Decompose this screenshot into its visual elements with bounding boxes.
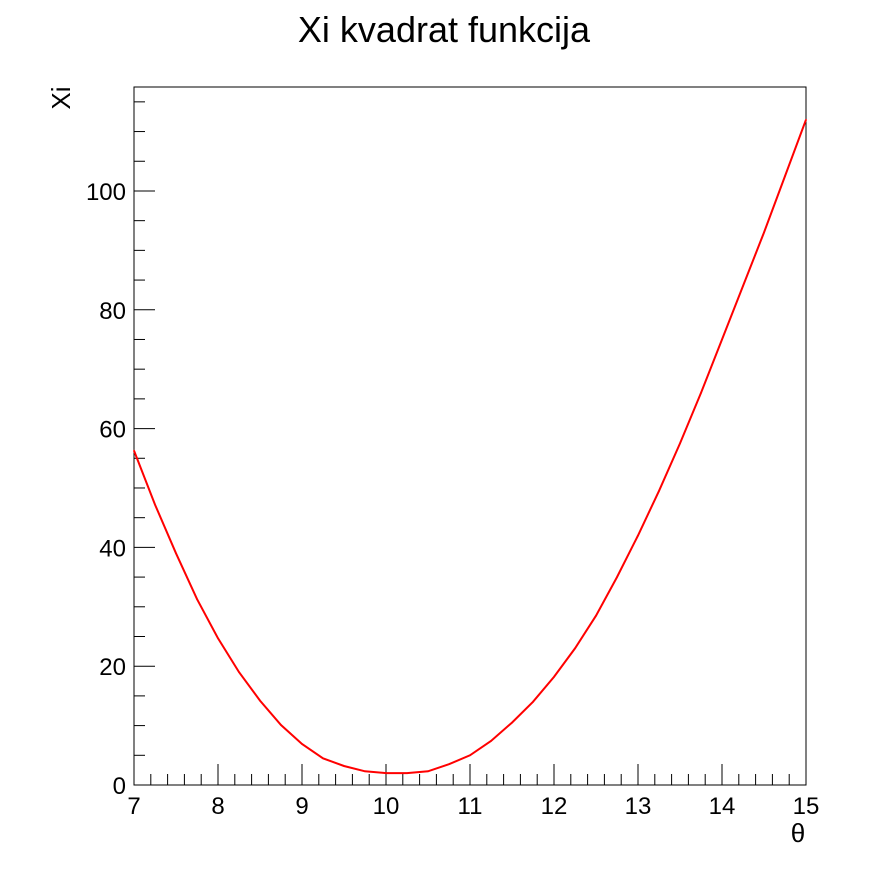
- curve-point: [553, 676, 555, 678]
- x-tick-label: 10: [373, 793, 400, 820]
- curve-point: [511, 721, 513, 724]
- curve-point: [280, 724, 282, 726]
- plot-frame: [133, 86, 807, 786]
- curve-point: [700, 392, 702, 394]
- curve-point: [343, 765, 345, 767]
- curve-point: [469, 754, 471, 757]
- curve-point: [574, 647, 576, 650]
- curve-point: [448, 763, 450, 766]
- x-tick-label: 12: [541, 793, 568, 820]
- x-tick-label: 7: [127, 793, 140, 820]
- x-axis-label: θ: [791, 818, 805, 848]
- y-tick-label: 20: [99, 654, 126, 681]
- y-tick-label: 80: [99, 298, 126, 325]
- curve-point: [721, 338, 723, 341]
- curve-point: [301, 743, 303, 745]
- x-tick-label: 15: [793, 793, 820, 820]
- curve-point: [154, 503, 156, 506]
- curve-point: [658, 490, 660, 492]
- y-tick-label: 100: [86, 179, 126, 206]
- curve-point: [133, 449, 135, 452]
- curve-point: [322, 757, 324, 760]
- y-axis-label: Xi: [46, 86, 76, 109]
- curve-point: [532, 701, 534, 703]
- curve-point: [784, 175, 786, 177]
- curve-point: [364, 770, 366, 773]
- y-tick-label: 40: [99, 535, 126, 562]
- curve-point: [805, 118, 807, 121]
- y-axis-ticks: [134, 101, 155, 786]
- curve-point: [196, 598, 198, 600]
- curve-point: [406, 772, 408, 774]
- x-axis-ticks: [133, 764, 807, 785]
- chi-square-curve: [133, 119, 807, 775]
- curve-point: [385, 772, 387, 774]
- curve-point: [490, 740, 492, 742]
- x-tick-label: 11: [458, 793, 483, 820]
- curve-point: [238, 671, 240, 673]
- y-axis-tick-labels: 0 20 40 60 80 100: [86, 179, 126, 800]
- curve-point: [763, 231, 765, 234]
- curve-point: [616, 576, 618, 578]
- curve-points: [133, 118, 807, 774]
- curve-point: [637, 534, 639, 537]
- y-tick-label: 0: [113, 773, 126, 800]
- curve-point: [217, 637, 219, 640]
- curve-point: [175, 552, 177, 555]
- x-tick-label: 13: [625, 793, 652, 820]
- curve-point: [259, 699, 261, 702]
- curve-point: [427, 770, 429, 773]
- x-tick-label: 8: [211, 793, 224, 820]
- x-tick-label: 9: [295, 793, 308, 820]
- chart-title: Xi kvadrat funkcija: [298, 9, 591, 50]
- x-tick-label: 14: [709, 793, 736, 820]
- y-tick-label: 60: [99, 417, 126, 444]
- curve-point: [595, 614, 597, 617]
- curve-point: [679, 442, 681, 445]
- x-axis-tick-labels: 7 8 9 10 11 12 13 14 15: [127, 793, 819, 820]
- curve-point: [742, 285, 744, 287]
